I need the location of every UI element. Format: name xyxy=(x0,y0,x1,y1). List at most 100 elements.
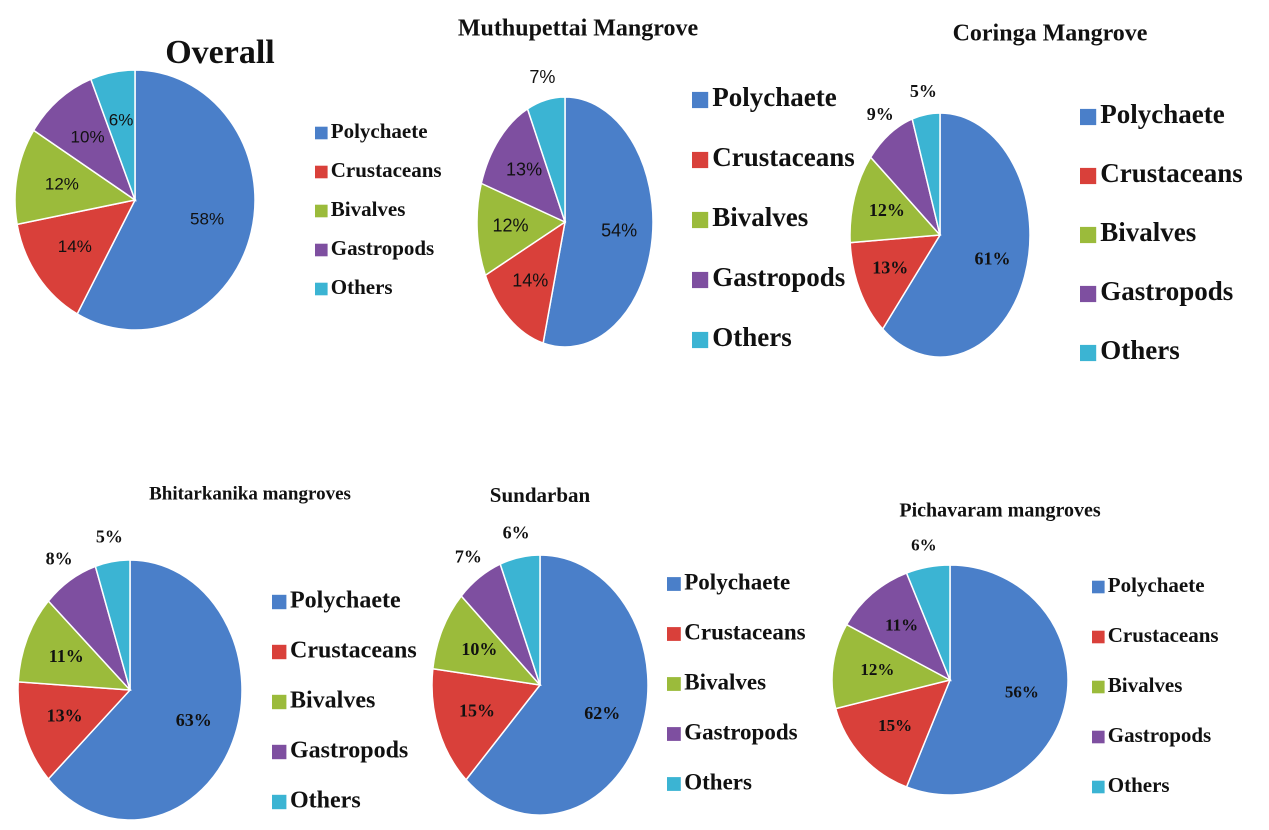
pie-slice xyxy=(94,559,131,691)
legend-swatch xyxy=(272,594,287,610)
pie-slice xyxy=(849,234,942,331)
pie-slice xyxy=(432,594,542,687)
data-label: 15% xyxy=(459,700,495,720)
legend-label: Gastropods xyxy=(290,738,408,764)
legend-swatch xyxy=(692,331,709,349)
legend-swatch xyxy=(272,694,287,710)
legend-label: Polychaete xyxy=(684,569,790,594)
data-label: 9% xyxy=(867,104,894,124)
legend-swatch xyxy=(692,271,709,289)
legend-label: Polychaete xyxy=(290,588,401,614)
data-label: 11% xyxy=(49,646,84,666)
legend-label: Crustaceans xyxy=(1108,623,1219,647)
data-label: 11% xyxy=(885,615,918,634)
legend-label: Gastropods xyxy=(684,719,797,744)
pie-slice xyxy=(16,198,137,315)
legend-label: Others xyxy=(684,769,752,794)
legend-label: Others xyxy=(1108,773,1170,797)
legend-swatch xyxy=(1092,630,1105,644)
data-label: 10% xyxy=(461,639,497,659)
data-label: 7% xyxy=(529,67,555,87)
data-label: 5% xyxy=(96,527,123,547)
pie-slice xyxy=(831,623,953,710)
pie-slice xyxy=(89,69,136,201)
legend-swatch xyxy=(692,91,709,109)
legend-label: Bivalves xyxy=(684,669,766,694)
legend-swatch xyxy=(272,744,287,760)
data-label: 56% xyxy=(1005,682,1039,701)
data-label: 8% xyxy=(46,549,73,569)
data-label: 12% xyxy=(493,216,529,236)
legend-swatch xyxy=(1080,108,1097,126)
pie-slice xyxy=(17,599,132,691)
data-label: 12% xyxy=(860,660,894,679)
pie-slice xyxy=(465,554,649,816)
data-label: 5% xyxy=(910,81,937,101)
legend-label: Gastropods xyxy=(1108,723,1211,747)
data-label: 13% xyxy=(506,159,542,179)
legend-swatch xyxy=(315,165,328,179)
pie-slice xyxy=(476,182,567,277)
legend-swatch xyxy=(667,777,681,791)
pie-slice xyxy=(849,155,942,244)
legend-label: Polychaete xyxy=(1100,99,1224,129)
legend-label: Bivalves xyxy=(331,197,406,221)
legend-swatch xyxy=(667,677,681,691)
legend-swatch xyxy=(272,794,287,810)
legend-label: Crustaceans xyxy=(290,638,417,664)
legend-swatch xyxy=(1092,730,1105,744)
pie-slice xyxy=(881,112,1031,358)
legend-swatch xyxy=(315,243,328,257)
pie-slice xyxy=(526,96,566,223)
data-label: 10% xyxy=(71,127,105,146)
legend-label: Bivalves xyxy=(712,202,808,232)
legend-swatch xyxy=(667,577,681,591)
data-label: 63% xyxy=(176,710,212,730)
data-label: 13% xyxy=(872,257,908,277)
legend-swatch xyxy=(1080,226,1097,244)
legend-label: Others xyxy=(290,788,361,814)
data-label: 14% xyxy=(58,237,92,256)
legend-swatch xyxy=(1080,285,1097,303)
legend-swatch xyxy=(1080,344,1097,362)
legend-swatch xyxy=(692,151,709,169)
data-label: 14% xyxy=(512,270,548,290)
pie-slice xyxy=(76,69,256,331)
legend-swatch xyxy=(1092,680,1105,694)
legend-swatch xyxy=(315,282,328,296)
legend-swatch xyxy=(692,211,709,229)
legend-label: Gastropods xyxy=(712,262,845,292)
pie-slice xyxy=(480,107,567,224)
pie-slice xyxy=(499,554,541,686)
data-label: 61% xyxy=(975,249,1011,269)
pie-slice xyxy=(484,220,567,345)
pie-slice xyxy=(32,78,137,202)
chart-title: Bhitarkanika mangroves xyxy=(149,483,351,504)
chart-title: Coringa Mangrove xyxy=(953,21,1148,47)
legend-label: Gastropods xyxy=(1100,276,1233,306)
pie-slice xyxy=(905,564,1069,796)
chart-title: Muthupettai Mangrove xyxy=(458,16,699,42)
data-label: 62% xyxy=(584,703,620,723)
legend-label: Crustaceans xyxy=(1100,158,1243,188)
data-label: 7% xyxy=(455,546,482,566)
legend-label: Polychaete xyxy=(712,82,836,112)
data-label: 12% xyxy=(869,200,905,220)
legend-label: Polychaete xyxy=(331,119,428,143)
legend-swatch xyxy=(1092,580,1105,594)
pie-slice xyxy=(834,678,952,788)
legend-swatch xyxy=(315,204,328,218)
data-label: 6% xyxy=(109,110,134,129)
legend-swatch xyxy=(667,727,681,741)
legend-swatch xyxy=(272,644,287,660)
legend-label: Crustaceans xyxy=(712,142,855,172)
pie-slice xyxy=(911,112,941,236)
pie-slice xyxy=(47,559,243,821)
chart-title: Overall xyxy=(165,34,275,71)
chart-title: Pichavaram mangroves xyxy=(899,500,1100,522)
legend-label: Bivalves xyxy=(1100,217,1196,247)
data-label: 15% xyxy=(878,716,912,735)
legend-swatch xyxy=(1080,167,1097,185)
data-label: 58% xyxy=(190,210,224,229)
